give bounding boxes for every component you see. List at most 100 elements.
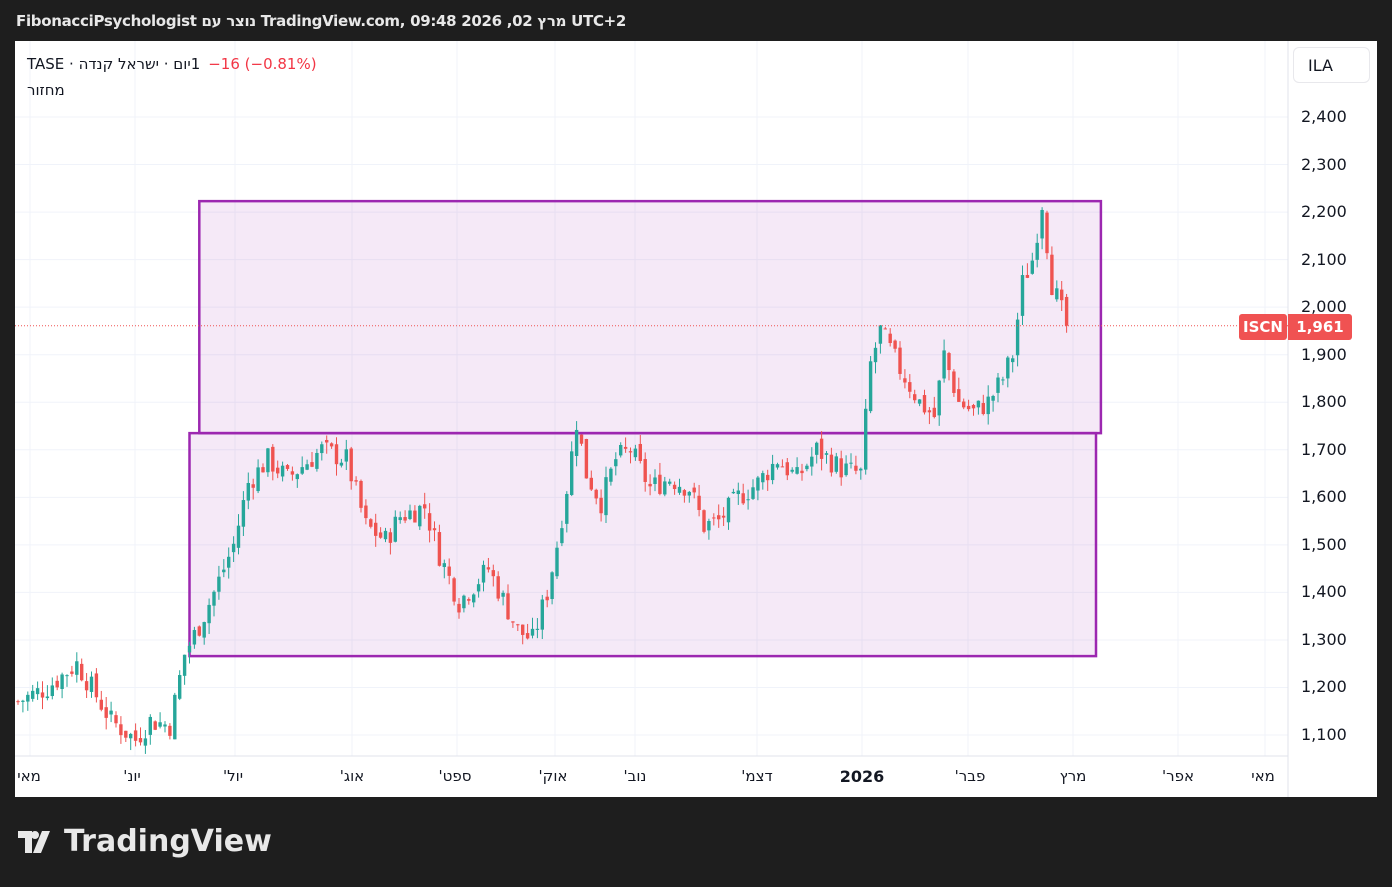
- candle: [574, 429, 579, 456]
- candle: [834, 456, 838, 472]
- candle: [75, 661, 79, 675]
- chart-panel[interactable]: 1יום · ישראל קנדה · TASE −16 (−0.81%) מחז…: [15, 41, 1377, 797]
- candle: [70, 671, 74, 674]
- candle: [677, 486, 682, 493]
- candle: [246, 483, 250, 501]
- candle: [427, 513, 432, 531]
- candle: [1015, 319, 1020, 356]
- last-price-tag: 1,961: [1288, 314, 1352, 340]
- candle: [1001, 379, 1005, 381]
- candle: [903, 378, 907, 383]
- candle: [947, 353, 951, 371]
- candle: [525, 633, 530, 639]
- candle: [511, 621, 515, 623]
- candle: [138, 738, 143, 743]
- price-tick: 2,200: [1301, 202, 1347, 222]
- candle: [966, 405, 971, 410]
- candle: [628, 451, 633, 453]
- candle: [467, 599, 471, 601]
- candle: [849, 462, 853, 464]
- candle: [648, 483, 652, 487]
- candle: [579, 434, 584, 444]
- candle: [535, 628, 540, 630]
- candle: [589, 477, 593, 490]
- candle: [859, 468, 863, 471]
- candle: [60, 674, 64, 690]
- candle: [80, 663, 84, 681]
- candle: [927, 410, 932, 413]
- candle: [996, 377, 1000, 393]
- candle: [908, 382, 912, 392]
- currency-button[interactable]: ILA: [1293, 47, 1370, 83]
- candle: [594, 489, 598, 499]
- candle: [1006, 357, 1010, 379]
- candle: [883, 328, 887, 330]
- candle: [614, 459, 618, 467]
- candle: [1060, 289, 1064, 301]
- rectangle-drawing: [188, 431, 1098, 658]
- candle: [129, 733, 133, 739]
- candle: [815, 442, 819, 455]
- candle: [40, 692, 45, 698]
- candle: [197, 626, 201, 636]
- candle: [491, 570, 495, 577]
- chart-title: FibonacciPsychologist נוצר עם TradingVie…: [16, 12, 627, 30]
- symbol-line: 1יום · ישראל קנדה · TASE: [27, 55, 201, 73]
- candle: [481, 564, 486, 583]
- symbol-legend: 1יום · ישראל קנדה · TASE −16 (−0.81%): [27, 55, 317, 73]
- candle: [668, 481, 672, 484]
- candle: [89, 676, 94, 692]
- candle: [310, 462, 314, 467]
- chart-canvas[interactable]: [15, 41, 1377, 797]
- candle: [942, 350, 946, 379]
- candle: [207, 604, 211, 624]
- candle: [266, 448, 270, 473]
- candle: [496, 576, 500, 599]
- price-tick: 1,100: [1301, 725, 1347, 745]
- candle: [864, 408, 868, 470]
- candle: [824, 453, 829, 455]
- candle: [888, 333, 892, 344]
- candle: [560, 528, 564, 544]
- candle: [780, 466, 785, 468]
- candle: [957, 389, 961, 402]
- candle: [276, 467, 280, 474]
- candle: [751, 487, 755, 499]
- candle: [937, 380, 941, 416]
- candle: [521, 624, 525, 635]
- candle: [383, 530, 388, 540]
- price-tick: 1,300: [1301, 629, 1347, 649]
- candle: [741, 493, 745, 504]
- candle: [447, 566, 451, 576]
- candle: [501, 592, 505, 597]
- candle: [555, 547, 559, 577]
- candle: [932, 407, 936, 418]
- candle: [638, 443, 642, 461]
- volume-indicator-label[interactable]: מחזור: [27, 81, 65, 99]
- candle: [65, 675, 69, 677]
- candle: [217, 576, 221, 592]
- candle: [1035, 242, 1039, 260]
- candle: [873, 347, 878, 363]
- candle: [599, 497, 603, 514]
- candle: [472, 594, 476, 603]
- candle: [682, 490, 687, 496]
- candle: [393, 516, 397, 542]
- candle: [697, 495, 701, 511]
- time-tick: אפר': [1162, 767, 1194, 785]
- tradingview-logo[interactable]: TradingView: [18, 824, 272, 859]
- candle: [913, 394, 917, 401]
- candle: [158, 722, 162, 727]
- candle: [378, 532, 383, 538]
- candle: [104, 707, 108, 718]
- candle: [1045, 212, 1049, 254]
- candle: [962, 401, 966, 408]
- time-tick: ספט': [438, 767, 472, 785]
- candle: [329, 443, 334, 447]
- price-tick: 1,400: [1301, 582, 1347, 602]
- candle: [550, 572, 554, 600]
- candle: [1025, 274, 1030, 278]
- candle: [516, 624, 520, 626]
- candle: [300, 467, 304, 474]
- candle: [251, 484, 255, 488]
